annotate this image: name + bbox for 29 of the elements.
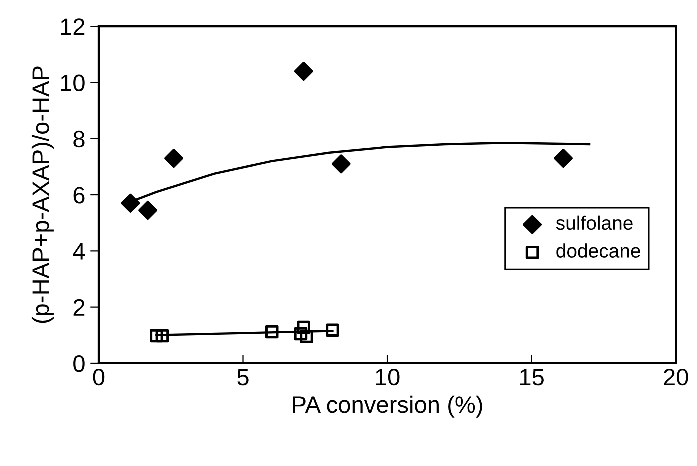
- y-tick-label: 10: [61, 74, 85, 92]
- x-axis-title: PA conversion (%): [293, 396, 482, 418]
- y-tick-label: 8: [74, 130, 85, 148]
- y-tick-label: 6: [74, 187, 85, 204]
- x-tick-label: 20: [664, 368, 688, 386]
- x-tick-label: 10: [376, 368, 400, 386]
- point: [300, 330, 314, 344]
- point: [164, 149, 184, 168]
- x-tick-label: 5: [238, 369, 249, 386]
- y-tick-label: 12: [61, 18, 85, 36]
- point: [294, 327, 308, 341]
- point: [121, 194, 140, 213]
- legend-label: dodecane: [556, 244, 640, 258]
- y-tick-label: 4: [73, 243, 86, 260]
- x-tick-label: 0: [93, 368, 105, 386]
- point: [297, 320, 310, 334]
- y-tick-label: 2: [74, 299, 85, 316]
- point: [156, 329, 170, 343]
- y-axis-title: (p-HAP+p-AXAP)/o-HAP: [32, 66, 54, 324]
- legend-label: sulfolane: [556, 216, 633, 230]
- point: [332, 154, 351, 174]
- point: [265, 325, 279, 339]
- point: [554, 149, 574, 168]
- x-tick-label: 15: [520, 369, 544, 386]
- point: [150, 329, 164, 343]
- y-tick-label: 0: [74, 356, 85, 372]
- point: [294, 62, 314, 81]
- point: [326, 324, 340, 337]
- point: [138, 200, 158, 220]
